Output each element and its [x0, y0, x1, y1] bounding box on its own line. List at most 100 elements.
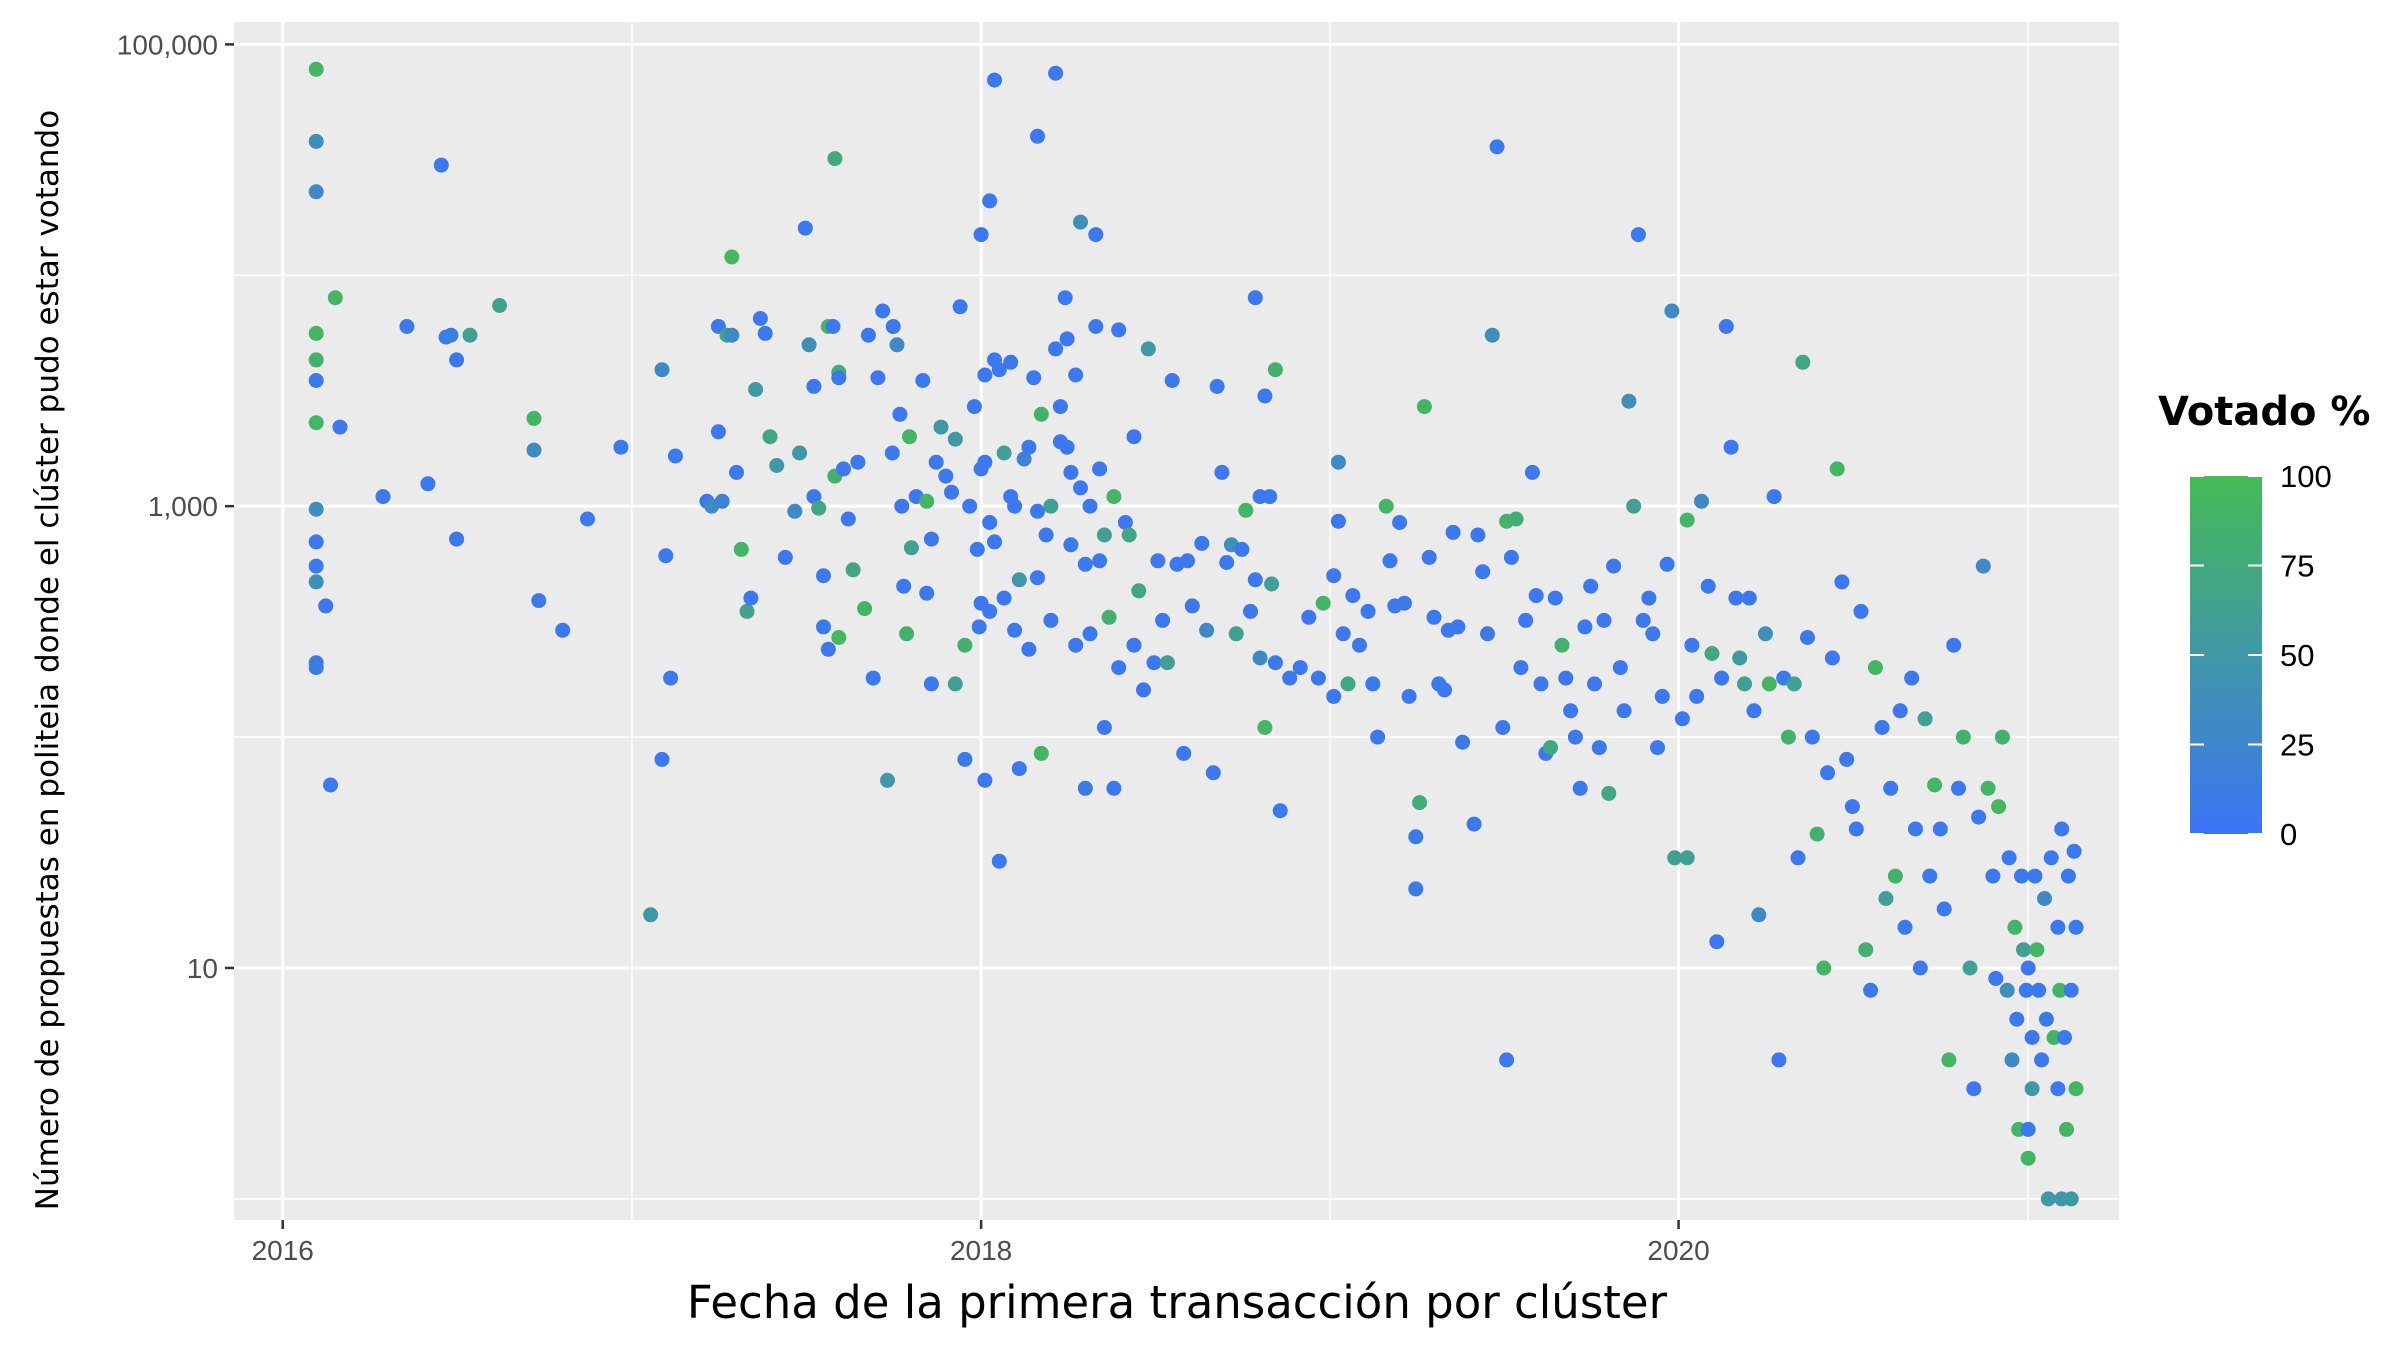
data-point: [1392, 515, 1408, 530]
data-point: [1365, 676, 1381, 692]
data-point: [1111, 322, 1127, 338]
data-point: [1219, 555, 1235, 570]
data-point: [1252, 650, 1268, 666]
data-point: [1136, 682, 1151, 698]
data-point: [2020, 1150, 2036, 1166]
data-point: [2001, 850, 2017, 866]
data-point: [399, 319, 415, 334]
data-point: [327, 290, 343, 306]
data-point: [1382, 553, 1398, 569]
data-point: [1199, 622, 1215, 638]
data-point: [797, 220, 813, 236]
data-point: [1184, 598, 1200, 614]
data-point: [1844, 799, 1860, 815]
data-point: [1033, 406, 1049, 422]
data-point: [724, 249, 740, 265]
data-point: [663, 670, 679, 686]
data-point: [757, 325, 773, 341]
data-point: [1209, 378, 1225, 394]
data-point: [1007, 498, 1023, 514]
data-point: [1816, 960, 1832, 976]
data-point: [308, 534, 324, 550]
data-point: [308, 325, 324, 341]
data-point: [1630, 227, 1646, 243]
data-point: [1340, 676, 1356, 692]
data-point: [1450, 619, 1466, 635]
data-point: [1088, 227, 1104, 243]
data-point: [1932, 821, 1948, 837]
x-axis-title: Fecha de la primera transacción por clús…: [687, 1276, 1668, 1329]
data-point: [1063, 537, 1079, 553]
x-tick-label: 2020: [1647, 1235, 1709, 1266]
data-point: [1030, 503, 1045, 519]
data-point: [928, 454, 944, 470]
data-point: [2007, 919, 2023, 935]
data-point: [1543, 740, 1558, 756]
data-point: [973, 227, 989, 243]
legend-ticks: 0 25 50 75 100: [2190, 459, 2332, 852]
data-point: [1026, 370, 1042, 386]
data-point: [987, 72, 1002, 88]
data-point: [1499, 1052, 1515, 1068]
data-point: [1853, 603, 1869, 619]
data-point: [1518, 612, 1534, 628]
data-point: [1790, 850, 1806, 866]
data-point: [806, 378, 822, 394]
data-point: [2063, 982, 2079, 998]
data-point: [2050, 919, 2066, 935]
data-point: [1659, 556, 1675, 572]
data-point: [1858, 942, 1874, 958]
data-point: [2020, 1121, 2036, 1137]
data-point: [1335, 626, 1351, 642]
data-point: [1077, 780, 1093, 796]
data-point: [991, 362, 1007, 378]
data-point: [1063, 464, 1079, 480]
data-point: [1003, 354, 1019, 370]
data-point: [982, 515, 998, 530]
x-axis: 2016 2018 2020: [252, 1220, 1710, 1266]
data-point: [613, 439, 629, 455]
data-point: [1746, 703, 1762, 719]
data-point: [1863, 982, 1879, 998]
data-point: [957, 637, 973, 653]
data-point: [1021, 641, 1037, 657]
data-point: [1106, 489, 1122, 505]
data-point: [845, 562, 861, 578]
data-point: [1874, 720, 1890, 735]
data-point: [977, 454, 993, 470]
data-point: [1272, 803, 1288, 819]
data-point: [1718, 319, 1734, 334]
data-point: [1205, 765, 1221, 781]
data-point: [962, 498, 978, 514]
data-point: [1106, 780, 1122, 796]
data-point: [1455, 734, 1471, 750]
data-point: [987, 534, 1002, 550]
data-point: [1962, 960, 1978, 976]
data-point: [1684, 637, 1700, 653]
data-point: [2040, 1191, 2056, 1207]
data-point: [1795, 354, 1811, 370]
data-point: [1751, 907, 1767, 923]
data-point: [1048, 65, 1064, 81]
data-point: [903, 540, 919, 556]
data-point: [769, 458, 785, 473]
data-point: [1131, 583, 1147, 599]
data-point: [1897, 919, 1913, 935]
data-point: [1262, 489, 1278, 505]
data-point: [1528, 588, 1544, 604]
data-point: [1030, 128, 1045, 144]
data-point: [1243, 603, 1258, 619]
data-point: [1912, 960, 1928, 976]
data-point: [492, 298, 508, 313]
data-point: [2031, 982, 2047, 998]
data-point: [1082, 498, 1098, 514]
plot-panel: [234, 22, 2119, 1220]
data-point: [923, 676, 939, 692]
data-point: [2060, 868, 2076, 884]
data-point: [2037, 891, 2052, 906]
data-point: [880, 772, 895, 788]
data-point: [462, 327, 478, 343]
data-point: [923, 531, 939, 547]
data-point: [831, 370, 847, 386]
data-point: [816, 619, 831, 635]
